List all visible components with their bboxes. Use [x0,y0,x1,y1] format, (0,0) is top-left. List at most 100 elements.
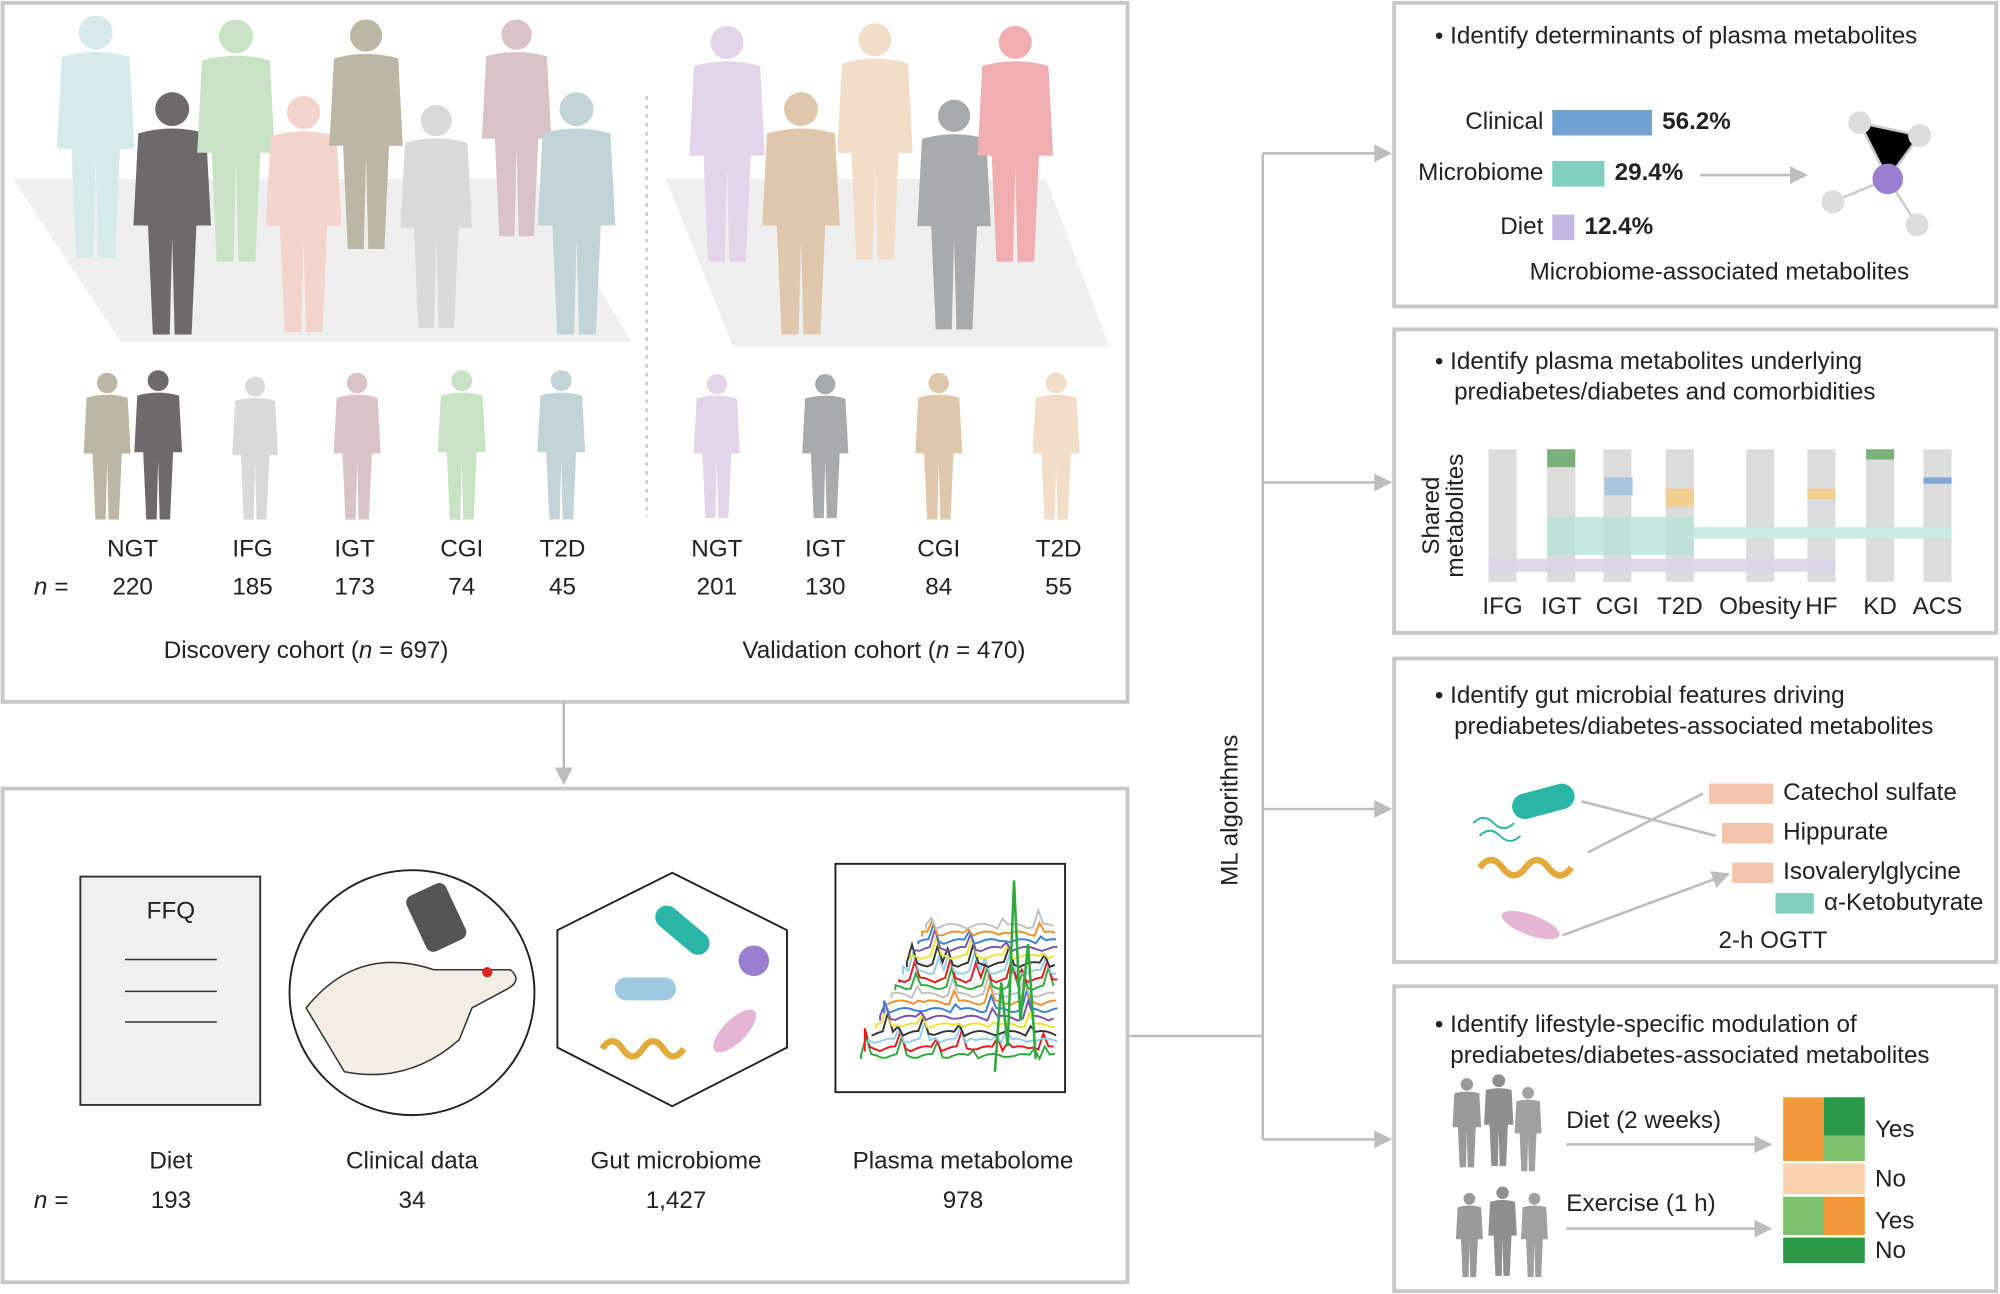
head [451,370,473,392]
person [1514,1087,1542,1172]
caption-n: n [936,638,949,665]
person [134,370,183,520]
group-label: NGT [107,535,158,562]
data-type-n: 193 [151,1187,191,1214]
data-type-label: Clinical data [346,1148,478,1175]
column-label: KD [1863,593,1897,620]
person [56,15,135,258]
person [400,104,472,329]
person [265,95,342,332]
spectrum [879,997,1054,1022]
group-n: 201 [697,574,737,601]
person [232,376,278,520]
spectrum [925,907,1054,931]
group-n: 220 [112,574,152,601]
bacterium [599,1037,687,1060]
person [1032,372,1080,520]
group-label: CGI [440,535,483,562]
intervention: Exercise (1 h) [1566,1190,1715,1217]
body [915,394,963,520]
bacterium [655,905,710,955]
panel-title: prediabetes/diabetes and comorbidities [1454,379,1875,406]
head [938,99,971,132]
bacterium [1512,783,1575,820]
body [197,55,275,262]
person [197,19,275,262]
body [802,395,849,519]
person [1520,1192,1548,1278]
metabolite-label: Isovalerylglycine [1783,858,1961,885]
column-label: Obesity [1719,593,1802,620]
head [346,372,368,394]
response: No [1875,1166,1906,1193]
column-label: HF [1805,593,1837,620]
metabolite-label: Catechol sulfate [1783,779,1957,806]
person [537,370,586,520]
body [265,131,342,332]
response: Yes [1875,1208,1915,1235]
bar [1552,161,1605,187]
ml-label: ML algorithms [1216,735,1243,886]
spectrum [993,880,1037,1072]
head [501,19,532,50]
body [1452,1091,1482,1168]
head [815,374,836,395]
person [837,23,913,260]
bacterium [614,977,677,1001]
bar [1552,110,1652,136]
caption-text: = 470) [949,638,1025,665]
heatmap [1783,1097,1865,1264]
head [1460,1078,1474,1091]
data-type-n: 34 [399,1187,426,1214]
body [693,395,740,519]
group-n: 130 [805,574,845,601]
column [1923,449,1952,582]
bar-label: Microbiome [1418,159,1543,186]
head [245,376,266,397]
intervention: Diet (2 weeks) [1566,1107,1721,1134]
body [329,53,403,250]
group-label: IFG [232,535,272,562]
bar-label: Clinical [1465,108,1543,135]
group-n: 185 [232,574,272,601]
person [1484,1074,1514,1167]
body [232,398,278,520]
head [287,95,321,130]
node [1821,190,1845,214]
blood [482,967,493,978]
group-label: T2D [1036,535,1082,562]
group-label: T2D [540,535,586,562]
data-type-n: 978 [943,1187,983,1214]
column-label: IFG [1482,593,1522,620]
head [998,25,1032,59]
response: Yes [1875,1116,1915,1143]
node [1908,124,1932,147]
arrows [1562,792,1729,937]
head [78,15,113,50]
group-n: 84 [925,574,952,601]
data-type-label: Diet [149,1148,192,1175]
body [537,128,616,335]
body [1032,394,1080,520]
column [1866,449,1895,582]
y-label: Shared [1418,477,1445,555]
body [133,128,211,335]
body [917,134,991,330]
person [1452,1078,1482,1168]
bacterium [713,1009,757,1053]
group-n: 55 [1045,574,1072,601]
metabolite-label: α-Ketobutyrate [1824,889,1983,916]
group-label: CGI [917,535,960,562]
metabolite-box [1732,862,1773,883]
caption: Microbiome-associated metabolites [1530,259,1910,286]
head [784,92,818,127]
data-type-label: Plasma metabolome [853,1148,1074,1175]
panel-box [1392,984,1999,1294]
heatmap-blocks [1488,449,1952,582]
bacterium [1501,910,1560,940]
data-type-label: Gut microbiome [591,1148,762,1175]
body [437,392,486,520]
metabolite-box [1775,893,1814,914]
person [481,19,552,237]
person [1488,1186,1517,1276]
